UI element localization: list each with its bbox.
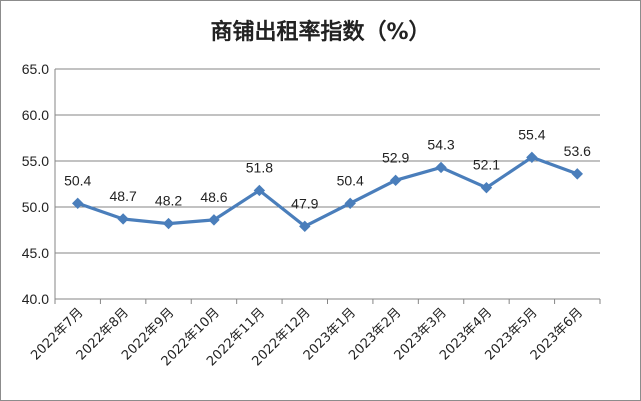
- data-label: 48.2: [155, 193, 182, 209]
- data-point: [389, 174, 402, 187]
- series-line: [77, 155, 578, 228]
- data-label: 52.1: [473, 157, 500, 173]
- y-tick-label: 50.0: [22, 199, 49, 215]
- y-tick-label: 55.0: [22, 153, 49, 169]
- data-point: [208, 214, 220, 226]
- data-label: 50.4: [337, 172, 364, 188]
- data-point: [162, 217, 175, 230]
- data-point: [435, 161, 447, 174]
- y-tick-label: 60.0: [22, 107, 49, 123]
- data-point: [253, 184, 266, 197]
- data-label: 51.8: [246, 159, 273, 175]
- data-label: 50.4: [64, 172, 91, 188]
- data-label: 48.7: [110, 188, 137, 204]
- data-label: 53.6: [564, 143, 591, 159]
- data-label: 48.6: [200, 189, 227, 205]
- data-point: [344, 197, 356, 210]
- data-label: 47.9: [291, 195, 318, 211]
- data-point: [571, 168, 583, 180]
- y-tick-label: 45.0: [22, 245, 49, 261]
- y-tick-label: 40.0: [22, 291, 49, 307]
- data-label: 52.9: [382, 149, 409, 165]
- y-tick-label: 65.0: [22, 61, 49, 77]
- data-point: [526, 151, 538, 164]
- data-label: 54.3: [427, 136, 454, 152]
- data-point: [299, 220, 311, 233]
- data-point: [117, 213, 129, 225]
- data-point: [72, 197, 84, 210]
- chart-title: 商铺出租率指数（%）: [210, 20, 431, 45]
- data-label: 55.4: [518, 126, 545, 142]
- data-point: [480, 181, 493, 194]
